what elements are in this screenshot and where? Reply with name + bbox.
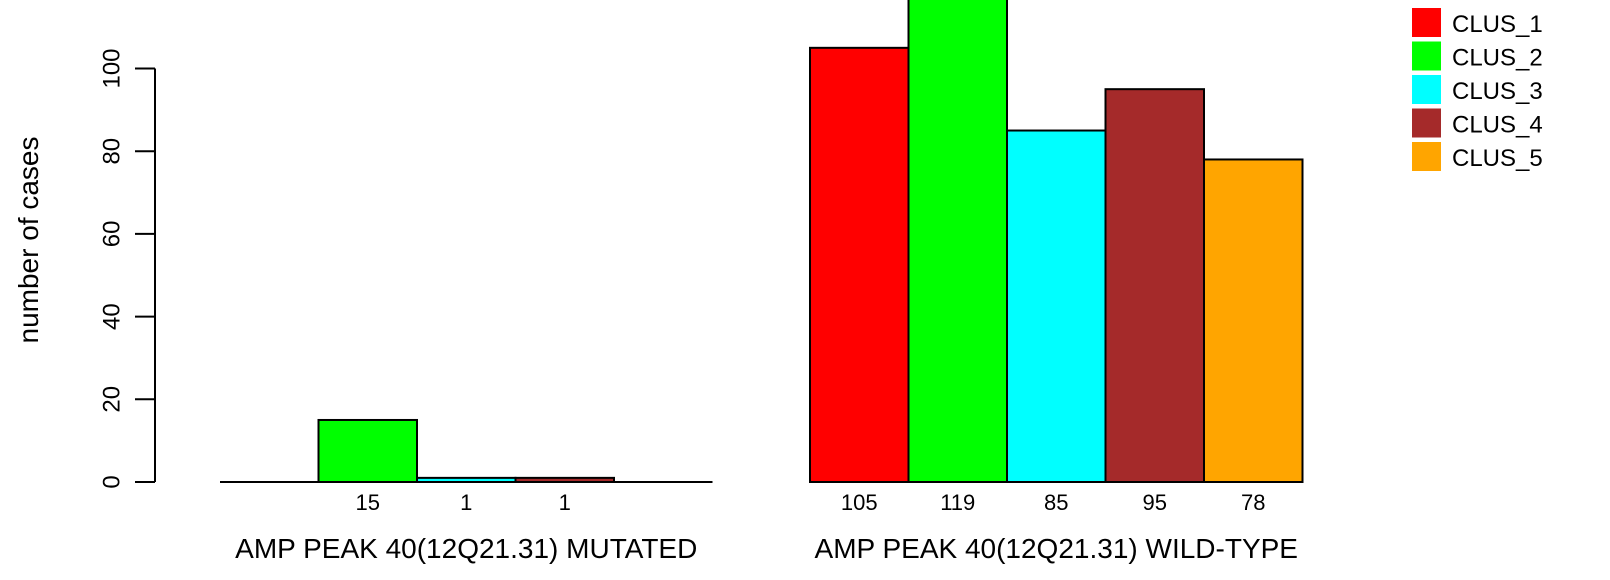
legend-swatch-clus_3 [1412,75,1441,104]
bar-count-label: 1 [559,490,571,515]
legend: CLUS_1 CLUS_2 CLUS_3 CLUS_4 CLUS_5 [1412,8,1543,172]
bar-clus_3 [1006,129,1107,483]
y-tick-label: 60 [98,221,125,248]
legend-label: CLUS_1 [1452,11,1543,38]
bar-count-label: 1 [460,490,472,515]
group-labels: AMP PEAK 40(12Q21.31) MUTATED AMP PEAK 40… [235,533,1298,564]
bar-count-label: 85 [1044,490,1068,515]
legend-swatch-clus_2 [1412,41,1441,71]
bars [220,0,1304,484]
legend-label: CLUS_4 [1452,112,1543,139]
bar-clus_1 [809,46,910,483]
legend-swatch-clus_1 [1412,8,1441,37]
legend-swatch-clus_5 [1412,142,1441,171]
y-tick-label: 80 [98,138,125,165]
bar-count-label: 119 [940,490,975,515]
bar-clus_4 [1104,88,1205,484]
legend-label: CLUS_3 [1452,78,1543,105]
legend-swatch-clus_4 [1412,108,1441,138]
bar-clus_2 [317,418,418,484]
legend-label: CLUS_2 [1452,45,1543,72]
bar-count-label: 78 [1241,490,1265,515]
legend-label: CLUS_5 [1452,145,1543,172]
bar-count-label: 95 [1143,490,1167,515]
group-label: AMP PEAK 40(12Q21.31) MUTATED [235,533,697,564]
bar-clus_5 [1203,158,1304,483]
y-tick-label: 0 [98,475,125,488]
y-axis: 0 20 40 60 80 100 [98,48,156,489]
group-label: AMP PEAK 40(12Q21.31) WILD-TYPE [815,533,1298,564]
y-tick-label: 40 [98,303,125,330]
bar-count-label: 15 [356,490,380,515]
y-tick-label: 20 [98,386,125,413]
y-axis-title: number of cases [13,137,44,344]
count-labels: 15 1 1 105 119 85 95 78 [356,490,1266,515]
bar-count-label: 105 [841,490,878,515]
y-tick-label: 100 [98,48,125,88]
bar-clus_2 [907,0,1008,484]
